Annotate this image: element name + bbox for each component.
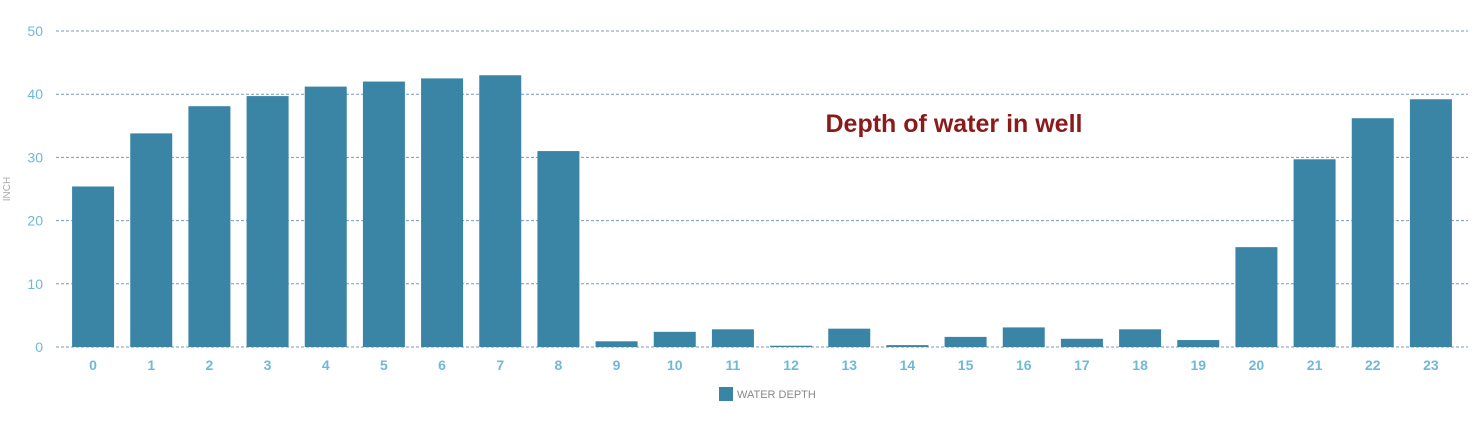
bar-10[interactable] bbox=[653, 331, 696, 347]
bar-15[interactable] bbox=[944, 336, 987, 347]
legend-label: WATER DEPTH bbox=[737, 389, 816, 401]
grid-lines bbox=[56, 30, 1468, 348]
bar-4[interactable] bbox=[304, 86, 347, 347]
bar-23[interactable] bbox=[1409, 99, 1452, 347]
chart-title: Depth of water in well bbox=[826, 110, 1083, 138]
bar-7[interactable] bbox=[479, 75, 522, 348]
bar-9[interactable] bbox=[595, 341, 638, 347]
x-axis-ticks: 0 1 2 3 4 5 6 7 8 9 10 11 12 13 14 15 16 17 18 19 20 21 22 23 bbox=[89, 357, 1439, 373]
bar-18[interactable] bbox=[1119, 329, 1162, 347]
x-tick-label: 16 bbox=[1016, 357, 1032, 373]
bar-13[interactable] bbox=[828, 328, 871, 347]
x-tick-label: 22 bbox=[1365, 357, 1381, 373]
bar-2[interactable] bbox=[188, 106, 231, 347]
bar-17[interactable] bbox=[1060, 338, 1103, 347]
x-tick-label: 10 bbox=[667, 357, 683, 373]
y-tick-label: 20 bbox=[27, 213, 43, 229]
y-axis-label: INCH bbox=[2, 177, 13, 201]
y-tick-label: 30 bbox=[27, 149, 43, 165]
bar-16[interactable] bbox=[1002, 327, 1045, 347]
x-tick-label: 5 bbox=[380, 357, 388, 373]
x-tick-label: 4 bbox=[322, 357, 330, 373]
x-tick-label: 17 bbox=[1074, 357, 1090, 373]
x-tick-label: 11 bbox=[726, 357, 741, 373]
x-tick-label: 6 bbox=[438, 357, 446, 373]
bar-8[interactable] bbox=[537, 151, 580, 347]
bars bbox=[72, 75, 1452, 348]
legend-swatch bbox=[719, 387, 733, 401]
x-tick-label: 21 bbox=[1307, 357, 1323, 373]
bar-1[interactable] bbox=[130, 133, 173, 347]
x-tick-label: 9 bbox=[613, 357, 621, 373]
bar-11[interactable] bbox=[711, 329, 754, 347]
x-tick-label: 1 bbox=[147, 357, 155, 373]
bar-22[interactable] bbox=[1351, 118, 1394, 347]
x-tick-label: 2 bbox=[206, 357, 214, 373]
bar-19[interactable] bbox=[1177, 340, 1220, 347]
y-tick-label: 0 bbox=[35, 339, 43, 355]
x-tick-label: 13 bbox=[841, 357, 857, 373]
bar-0[interactable] bbox=[72, 186, 115, 347]
x-tick-label: 0 bbox=[89, 357, 97, 373]
y-tick-label: 40 bbox=[27, 86, 43, 102]
x-tick-label: 8 bbox=[555, 357, 563, 373]
bar-6[interactable] bbox=[421, 78, 464, 348]
x-tick-label: 19 bbox=[1190, 357, 1206, 373]
y-axis-ticks: 0 10 20 30 40 50 bbox=[27, 23, 43, 355]
y-tick-label: 10 bbox=[27, 276, 43, 292]
x-tick-label: 20 bbox=[1249, 357, 1265, 373]
bar-3[interactable] bbox=[246, 96, 289, 347]
x-tick-label: 12 bbox=[783, 357, 799, 373]
y-tick-label: 50 bbox=[27, 23, 43, 39]
bar-12[interactable] bbox=[770, 345, 813, 347]
x-tick-label: 15 bbox=[958, 357, 974, 373]
bar-14[interactable] bbox=[886, 345, 929, 347]
x-tick-label: 14 bbox=[900, 357, 916, 373]
x-tick-label: 18 bbox=[1132, 357, 1148, 373]
x-tick-label: 23 bbox=[1423, 357, 1439, 373]
legend[interactable]: WATER DEPTH bbox=[719, 387, 816, 401]
bar-20[interactable] bbox=[1235, 247, 1278, 347]
x-tick-label: 3 bbox=[264, 357, 272, 373]
x-tick-label: 7 bbox=[496, 357, 504, 373]
bar-21[interactable] bbox=[1293, 159, 1336, 347]
bar-5[interactable] bbox=[362, 81, 405, 347]
